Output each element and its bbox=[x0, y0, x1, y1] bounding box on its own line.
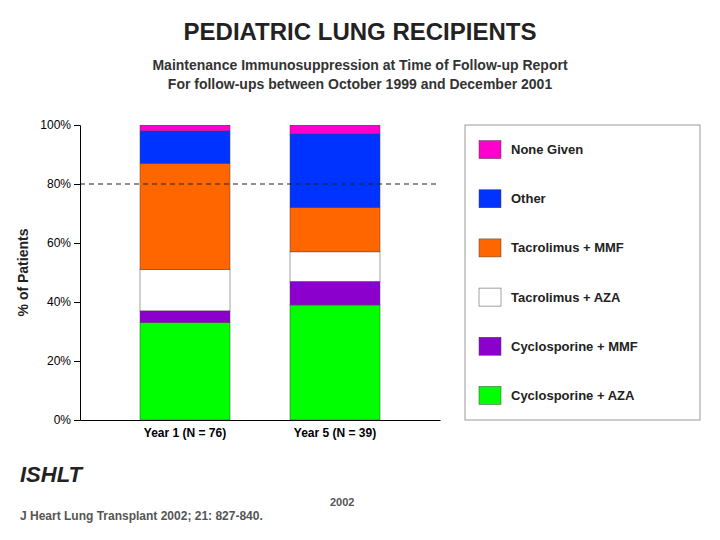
reference-line bbox=[80, 183, 440, 184]
title: PEDIATRIC LUNG RECIPIENTS bbox=[184, 18, 537, 45]
legend-swatch bbox=[479, 190, 501, 208]
bar-segment bbox=[290, 252, 380, 282]
tick: 80% bbox=[47, 177, 80, 191]
legend: None Given Other Tacrolimus + MMF Tacrolimu… bbox=[465, 125, 700, 420]
tick: Year 1 (N = 76) bbox=[144, 426, 226, 440]
bar-segment bbox=[140, 163, 230, 269]
tick-label: 40% bbox=[47, 295, 71, 309]
chart: PEDIATRIC LUNG RECIPIENTS Maintenance Imm… bbox=[0, 0, 720, 540]
legend-swatch bbox=[479, 141, 501, 159]
bar-segment bbox=[290, 134, 380, 208]
tick-label: 20% bbox=[47, 354, 71, 368]
tick-label: 100% bbox=[40, 118, 71, 132]
subtitle-line: For follow-ups between October 1999 and … bbox=[168, 76, 553, 92]
tick-mark bbox=[74, 125, 80, 126]
tick-label: 0% bbox=[54, 413, 72, 427]
legend-swatch bbox=[479, 239, 501, 257]
x-axis: Year 1 (N = 76) Year 5 (N = 39) bbox=[81, 421, 441, 440]
tick: 60% bbox=[47, 236, 80, 250]
tick: 0% bbox=[54, 413, 80, 427]
legend-item: None Given bbox=[479, 141, 583, 159]
tick: 40% bbox=[47, 295, 80, 309]
tick-mark bbox=[74, 243, 80, 244]
y-axis: 0% 20% 40% 60% 80% 100% bbox=[40, 118, 80, 427]
series bbox=[140, 131, 380, 208]
tick-label: Year 1 (N = 76) bbox=[144, 426, 226, 440]
legend-item: Tacrolimus + AZA bbox=[479, 288, 621, 306]
legend-item: Cyclosporine + MMF bbox=[479, 337, 638, 355]
legend-frame bbox=[465, 125, 700, 420]
tick: Year 5 (N = 39) bbox=[294, 426, 376, 440]
plot-area bbox=[80, 125, 440, 420]
legend-swatch bbox=[479, 386, 501, 404]
bar-segment bbox=[290, 281, 380, 305]
bar-segment bbox=[140, 323, 230, 420]
bar-segment bbox=[140, 131, 230, 163]
tick-mark bbox=[74, 302, 80, 303]
annotation: J Heart Lung Transplant 2002; 21: 827-84… bbox=[20, 509, 263, 523]
tick: 100% bbox=[40, 118, 80, 132]
legend-label: Tacrolimus + MMF bbox=[511, 240, 624, 255]
legend-label: Tacrolimus + AZA bbox=[511, 290, 621, 305]
axis-line bbox=[74, 126, 81, 421]
legend-item: Cyclosporine + AZA bbox=[479, 386, 635, 404]
legend-label: Cyclosporine + AZA bbox=[511, 388, 635, 403]
subtitle: Maintenance Immunosuppression at Time of… bbox=[152, 57, 567, 92]
tick-label: 80% bbox=[47, 177, 71, 191]
bar-segment bbox=[140, 311, 230, 323]
legend-swatch bbox=[479, 288, 501, 306]
annotation: ISHLT bbox=[20, 462, 83, 487]
series bbox=[140, 305, 380, 420]
bar-segment bbox=[290, 208, 380, 252]
legend-label: Other bbox=[511, 191, 546, 206]
legend-item: Other bbox=[479, 190, 546, 208]
bar-segment bbox=[290, 305, 380, 420]
bar-segment bbox=[140, 270, 230, 311]
tick-label: 60% bbox=[47, 236, 71, 250]
bar-segment bbox=[140, 125, 230, 131]
legend-label: None Given bbox=[511, 142, 583, 157]
series bbox=[140, 125, 380, 134]
axis-title: % of Patients bbox=[15, 228, 31, 316]
legend-label: Cyclosporine + MMF bbox=[511, 339, 638, 354]
subtitle-line: Maintenance Immunosuppression at Time of… bbox=[152, 57, 567, 73]
tick: 20% bbox=[47, 354, 80, 368]
tick-mark bbox=[74, 420, 80, 421]
bar-segment bbox=[290, 125, 380, 134]
tick-label: Year 5 (N = 39) bbox=[294, 426, 376, 440]
tick-mark bbox=[74, 184, 80, 185]
tick-mark bbox=[74, 361, 80, 362]
annotation: 2002 bbox=[330, 496, 354, 508]
legend-item: Tacrolimus + MMF bbox=[479, 239, 624, 257]
legend-swatch bbox=[479, 337, 501, 355]
axis-line bbox=[81, 420, 441, 421]
